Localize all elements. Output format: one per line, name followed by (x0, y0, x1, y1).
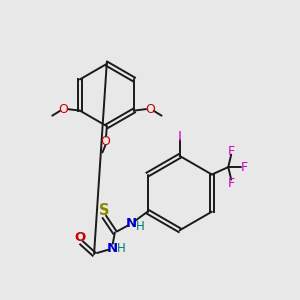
Text: F: F (228, 177, 235, 190)
Text: I: I (178, 130, 182, 144)
Text: F: F (228, 145, 235, 158)
Text: N: N (126, 217, 137, 230)
Text: H: H (116, 242, 125, 255)
Text: N: N (106, 242, 117, 255)
Text: S: S (99, 203, 109, 218)
Text: O: O (58, 103, 68, 116)
Text: F: F (241, 160, 248, 174)
Text: O: O (100, 135, 110, 148)
Text: O: O (145, 103, 155, 116)
Text: O: O (74, 231, 86, 244)
Text: H: H (136, 220, 145, 233)
